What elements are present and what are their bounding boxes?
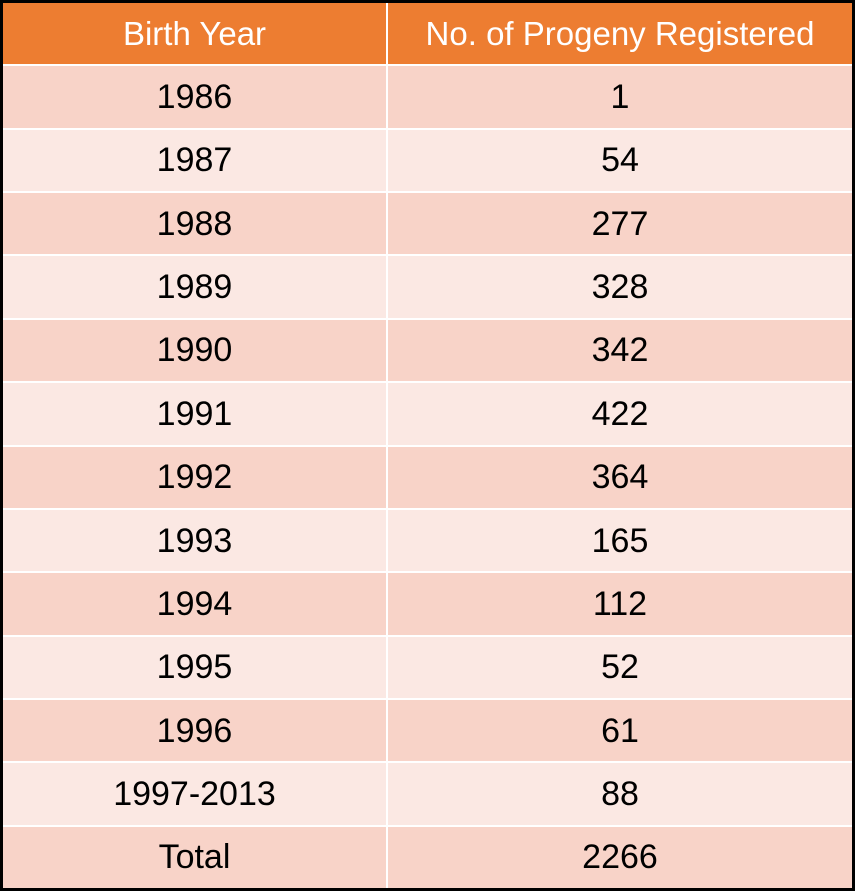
column-divider (386, 319, 388, 382)
column-divider (386, 256, 388, 318)
cell-birth-year: 1990 (3, 319, 386, 382)
progeny-table: Birth Year No. of Progeny Registered 198… (3, 3, 852, 888)
cell-birth-year: 1986 (3, 66, 386, 128)
cell-progeny-count: 328 (388, 256, 852, 318)
cell-birth-year: 1991 (3, 383, 386, 445)
cell-progeny-count: 54 (388, 129, 852, 192)
cell-progeny-count: 364 (388, 446, 852, 508)
cell-birth-year: 1994 (3, 573, 386, 635)
header-progeny-registered: No. of Progeny Registered (388, 3, 852, 65)
column-divider (386, 446, 388, 508)
column-divider (386, 636, 388, 698)
cell-progeny-count: 342 (388, 319, 852, 382)
column-divider (386, 193, 388, 255)
cell-progeny-count: 112 (388, 573, 852, 635)
column-divider (386, 763, 388, 825)
cell-birth-year: 1995 (3, 636, 386, 698)
cell-birth-year: 1988 (3, 193, 386, 255)
column-divider (386, 826, 388, 888)
column-divider (386, 509, 388, 572)
header-birth-year: Birth Year (3, 3, 386, 65)
column-divider (386, 699, 388, 762)
cell-birth-year: 1989 (3, 256, 386, 318)
cell-progeny-count: 52 (388, 636, 852, 698)
cell-progeny-count: 1 (388, 66, 852, 128)
cell-progeny-count: 165 (388, 509, 852, 572)
cell-progeny-count: 277 (388, 193, 852, 255)
column-divider (386, 66, 388, 128)
total-value: 2266 (388, 826, 852, 888)
column-divider (386, 573, 388, 635)
cell-progeny-count: 61 (388, 699, 852, 762)
cell-progeny-count: 422 (388, 383, 852, 445)
cell-birth-year: 1987 (3, 129, 386, 192)
cell-birth-year: 1996 (3, 699, 386, 762)
cell-birth-year: 1993 (3, 509, 386, 572)
cell-progeny-count: 88 (388, 763, 852, 825)
total-label: Total (3, 826, 386, 888)
column-divider (386, 383, 388, 445)
cell-birth-year: 1997-2013 (3, 763, 386, 825)
column-divider (386, 3, 388, 65)
cell-birth-year: 1992 (3, 446, 386, 508)
column-divider (386, 129, 388, 192)
